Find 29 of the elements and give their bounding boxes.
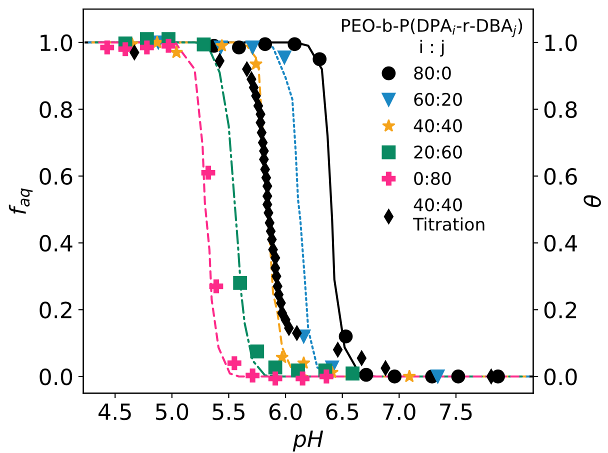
x-axis-title: pH	[292, 430, 324, 452]
y2-tick-label: 1.0	[545, 34, 577, 52]
y-tick-label: 0.4	[40, 234, 72, 252]
y-tick-label: 0.8	[40, 101, 72, 118]
legend-label: 60:20	[414, 92, 462, 106]
y2-tick-label: 0.4	[544, 234, 578, 252]
x-tick-label: 4.5	[98, 404, 131, 420]
y2-tick-label: 0.0	[544, 368, 577, 386]
x-tick-label: 5.0	[156, 403, 188, 420]
y2-tick-label: 0.2	[544, 302, 576, 318]
legend-label: 80:0	[414, 66, 451, 80]
y-tick-label: 0.6	[40, 168, 72, 185]
y2-tick-label: 0.8	[544, 101, 577, 118]
y-tick-label: 0.0	[40, 368, 72, 386]
x-tick-label: 7.5	[440, 404, 472, 420]
y2-axis-title: θ	[584, 195, 601, 208]
legend-label: 40:40	[414, 119, 462, 132]
y2-tick-label: 0.6	[544, 168, 577, 185]
text: PEO-b-P(DPA$_{i}$-r-DBA$_{j}$) i : j	[342, 18, 522, 57]
y-tick-label: 0.2	[40, 302, 72, 318]
y-axis-title: f$_{aq}$	[8, 188, 33, 214]
y-tick-label: 1.0	[40, 34, 72, 52]
x-tick-label: 6.5	[326, 403, 358, 420]
x-tick-label: 5.5	[212, 404, 244, 420]
x-tick-label: 6.0	[269, 403, 302, 420]
x-tick-label: 7.0	[383, 403, 416, 420]
legend-label: 20:60	[414, 146, 462, 159]
legend-label: 0:80	[414, 172, 451, 186]
legend-label: 40:40 Titration	[412, 198, 484, 231]
